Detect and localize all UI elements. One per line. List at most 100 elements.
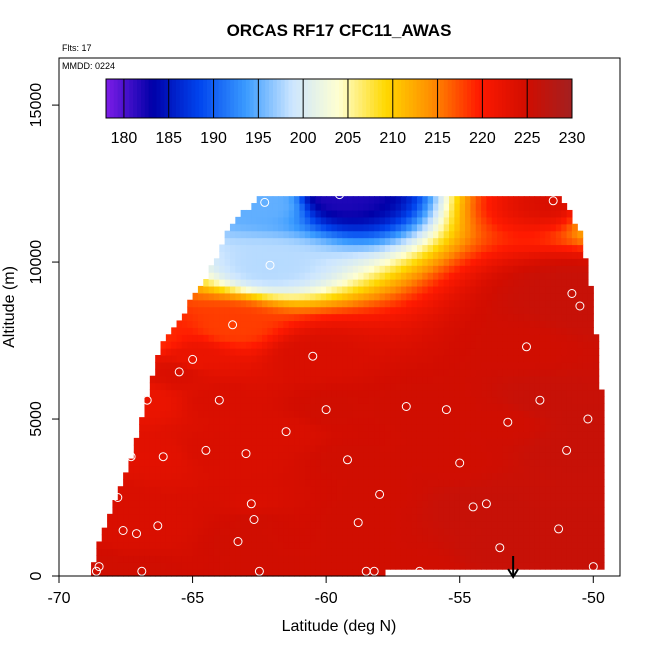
heatmap-cell [155, 396, 162, 404]
heatmap-cell [518, 410, 525, 418]
heatmap-cell [523, 555, 530, 563]
heatmap-cell [262, 258, 268, 266]
heatmap-cell [278, 265, 284, 273]
heatmap-cell [384, 361, 391, 370]
heatmap-cell [529, 237, 536, 246]
heatmap-cell [427, 237, 434, 246]
heatmap-cell [406, 410, 413, 418]
heatmap-cell [326, 562, 333, 570]
heatmap-cell [326, 348, 333, 356]
heatmap-cell [155, 527, 162, 536]
heatmap-cell [459, 513, 466, 522]
heatmap-cell [165, 458, 172, 467]
heatmap-cell [384, 223, 391, 232]
heatmap-cell [491, 396, 498, 404]
heatmap-cell [422, 520, 429, 529]
heatmap-cell [534, 541, 541, 549]
colorbar-segment [148, 79, 154, 118]
heatmap-cell [502, 341, 509, 349]
heatmap-cell [133, 569, 140, 577]
heatmap-cell [475, 479, 482, 487]
heatmap-cell [246, 251, 252, 259]
heatmap-cell [278, 465, 284, 473]
heatmap-cell [416, 223, 423, 232]
heatmap-cell [571, 562, 578, 570]
heatmap-cell [112, 527, 119, 536]
heatmap-cell [336, 430, 343, 439]
heatmap-cell [513, 361, 520, 370]
heatmap-cell [208, 341, 215, 349]
heatmap-cell [235, 430, 242, 439]
heatmap-cell [320, 265, 327, 273]
heatmap-cell [374, 520, 381, 529]
heatmap-cell [390, 285, 397, 294]
heatmap-cell [486, 486, 493, 494]
heatmap-cell [465, 520, 471, 529]
heatmap-cell [550, 541, 557, 549]
heatmap-cell [368, 209, 375, 218]
heatmap-cell [208, 313, 215, 322]
heatmap-cell [117, 493, 124, 501]
heatmap-cell [571, 320, 578, 328]
heatmap-cell [470, 334, 477, 342]
heatmap-cell [331, 348, 338, 356]
heatmap-cell [144, 472, 151, 480]
heatmap-cell [112, 548, 119, 556]
heatmap-cell [347, 196, 354, 204]
heatmap-cell [518, 472, 525, 480]
heatmap-cell [283, 493, 290, 501]
heatmap-cell [368, 493, 375, 501]
heatmap-cell [176, 403, 183, 411]
heatmap-cell [400, 265, 407, 273]
heatmap-cell [203, 279, 210, 287]
heatmap-cell [465, 403, 471, 411]
heatmap-cell [283, 368, 290, 377]
heatmap-cell [197, 527, 204, 536]
heatmap-cell [240, 410, 247, 418]
heatmap-cell [320, 196, 327, 204]
heatmap-cell [523, 196, 530, 204]
heatmap-cell [433, 486, 439, 494]
heatmap-cell [203, 368, 210, 377]
heatmap-cell [475, 361, 482, 370]
heatmap-cell [278, 354, 284, 363]
heatmap-cell [513, 472, 520, 480]
heatmap-cell [374, 513, 381, 522]
heatmap-cell [342, 327, 349, 335]
heatmap-cell [406, 458, 413, 467]
heatmap-cell [294, 320, 301, 328]
heatmap-cell [283, 527, 290, 536]
heatmap-cell [342, 341, 349, 349]
heatmap-cell [288, 341, 295, 349]
heatmap-cell [582, 354, 589, 363]
heatmap-cell [347, 348, 354, 356]
heatmap-cell [246, 562, 252, 570]
heatmap-cell [176, 437, 183, 446]
heatmap-cell [229, 493, 236, 501]
heatmap-cell [491, 244, 498, 252]
heatmap-cell [342, 223, 349, 232]
heatmap-cell [352, 389, 359, 398]
heatmap-cell [320, 500, 327, 508]
heatmap-cell [299, 513, 306, 522]
heatmap-cell [454, 375, 461, 384]
heatmap-cell [390, 341, 397, 349]
heatmap-cell [197, 451, 204, 460]
heatmap-cell [416, 354, 423, 363]
heatmap-cell [283, 389, 290, 398]
heatmap-cell [384, 458, 391, 467]
heatmap-cell [491, 541, 498, 549]
heatmap-cell [176, 410, 183, 418]
heatmap-cell [294, 424, 301, 432]
heatmap-cell [513, 279, 520, 287]
heatmap-cell [262, 493, 268, 501]
heatmap-cell [587, 472, 594, 480]
sample-point [369, 566, 379, 576]
heatmap-cell [326, 196, 333, 204]
heatmap-cell [246, 527, 252, 536]
heatmap-cell [449, 534, 455, 543]
heatmap-cell [181, 548, 188, 556]
heatmap-cell [400, 513, 407, 522]
heatmap-cell [486, 306, 493, 315]
heatmap-cell [272, 527, 279, 536]
